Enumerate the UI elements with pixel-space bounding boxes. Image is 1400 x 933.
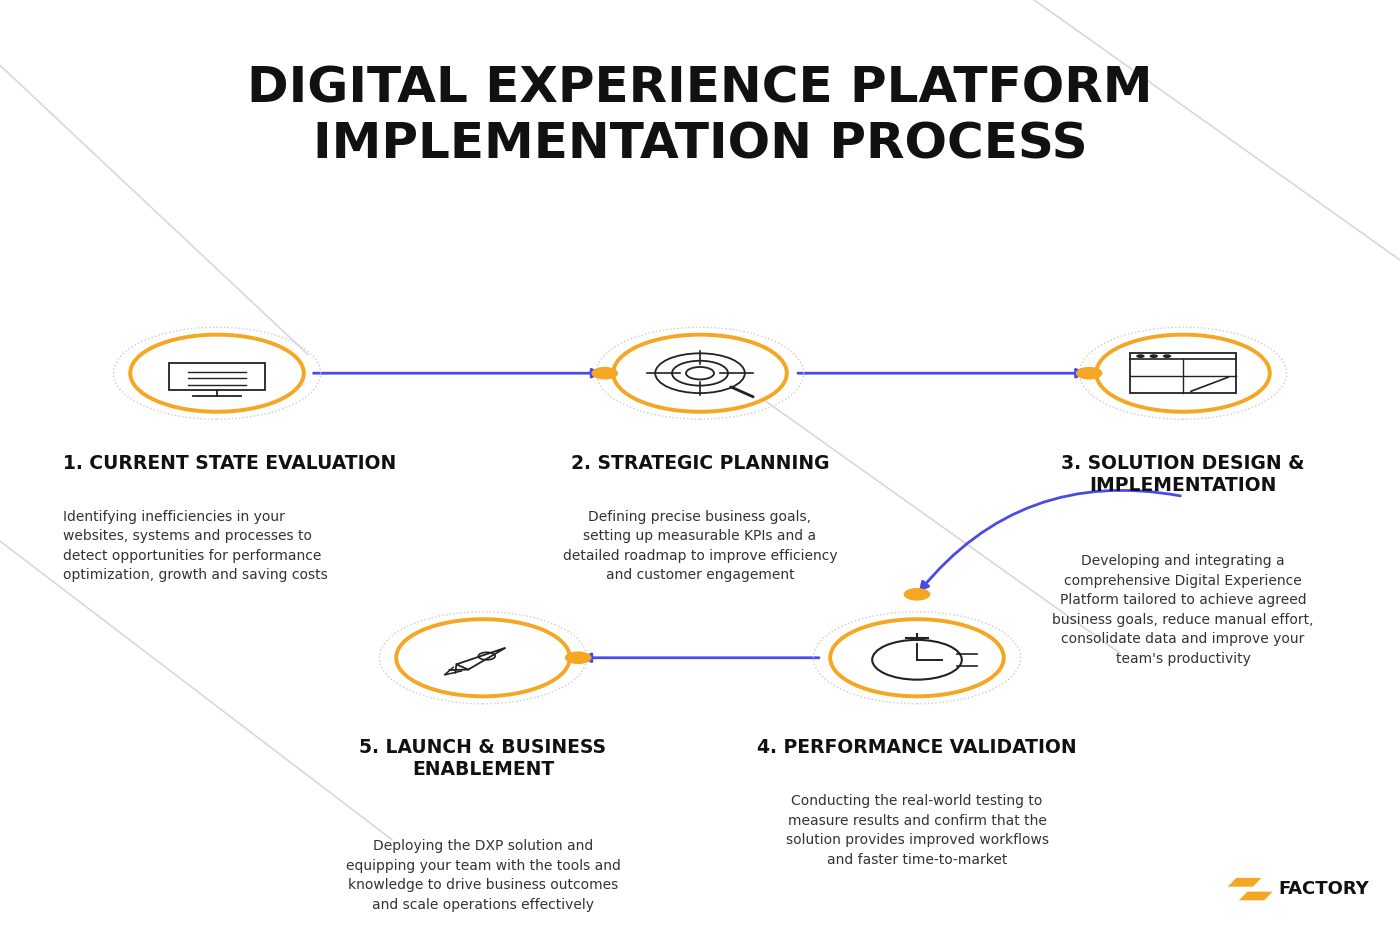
- Text: IMPLEMENTATION PROCESS: IMPLEMENTATION PROCESS: [312, 120, 1088, 169]
- Ellipse shape: [592, 368, 617, 379]
- Ellipse shape: [617, 336, 784, 411]
- Text: Conducting the real-world testing to
measure results and confirm that the
soluti: Conducting the real-world testing to mea…: [785, 794, 1049, 867]
- Text: Defining precise business goals,
setting up measurable KPIs and a
detailed roadm: Defining precise business goals, setting…: [563, 509, 837, 582]
- Ellipse shape: [834, 620, 1000, 695]
- Ellipse shape: [1077, 368, 1102, 379]
- Text: 3. SOLUTION DESIGN &
IMPLEMENTATION: 3. SOLUTION DESIGN & IMPLEMENTATION: [1061, 453, 1305, 494]
- Polygon shape: [1228, 878, 1261, 886]
- Text: 2. STRATEGIC PLANNING: 2. STRATEGIC PLANNING: [571, 453, 829, 473]
- Text: Developing and integrating a
comprehensive Digital Experience
Platform tailored : Developing and integrating a comprehensi…: [1053, 554, 1313, 666]
- Text: FACTORY: FACTORY: [1278, 880, 1369, 898]
- Text: 1. CURRENT STATE EVALUATION: 1. CURRENT STATE EVALUATION: [63, 453, 396, 473]
- Bar: [1130, 353, 1236, 394]
- Ellipse shape: [400, 620, 566, 695]
- Ellipse shape: [566, 652, 591, 663]
- Ellipse shape: [904, 589, 930, 600]
- Ellipse shape: [1137, 355, 1145, 358]
- Ellipse shape: [1100, 336, 1266, 411]
- Ellipse shape: [1149, 355, 1158, 358]
- Ellipse shape: [1163, 355, 1172, 358]
- Text: Identifying inefficiencies in your
websites, systems and processes to
detect opp: Identifying inefficiencies in your websi…: [63, 509, 328, 582]
- Ellipse shape: [133, 336, 300, 411]
- Text: Deploying the DXP solution and
equipping your team with the tools and
knowledge : Deploying the DXP solution and equipping…: [346, 839, 620, 912]
- Text: 4. PERFORMANCE VALIDATION: 4. PERFORMANCE VALIDATION: [757, 738, 1077, 758]
- Text: DIGITAL EXPERIENCE PLATFORM: DIGITAL EXPERIENCE PLATFORM: [248, 64, 1152, 113]
- Text: 5. LAUNCH & BUSINESS
ENABLEMENT: 5. LAUNCH & BUSINESS ENABLEMENT: [360, 738, 606, 779]
- Polygon shape: [1239, 892, 1273, 900]
